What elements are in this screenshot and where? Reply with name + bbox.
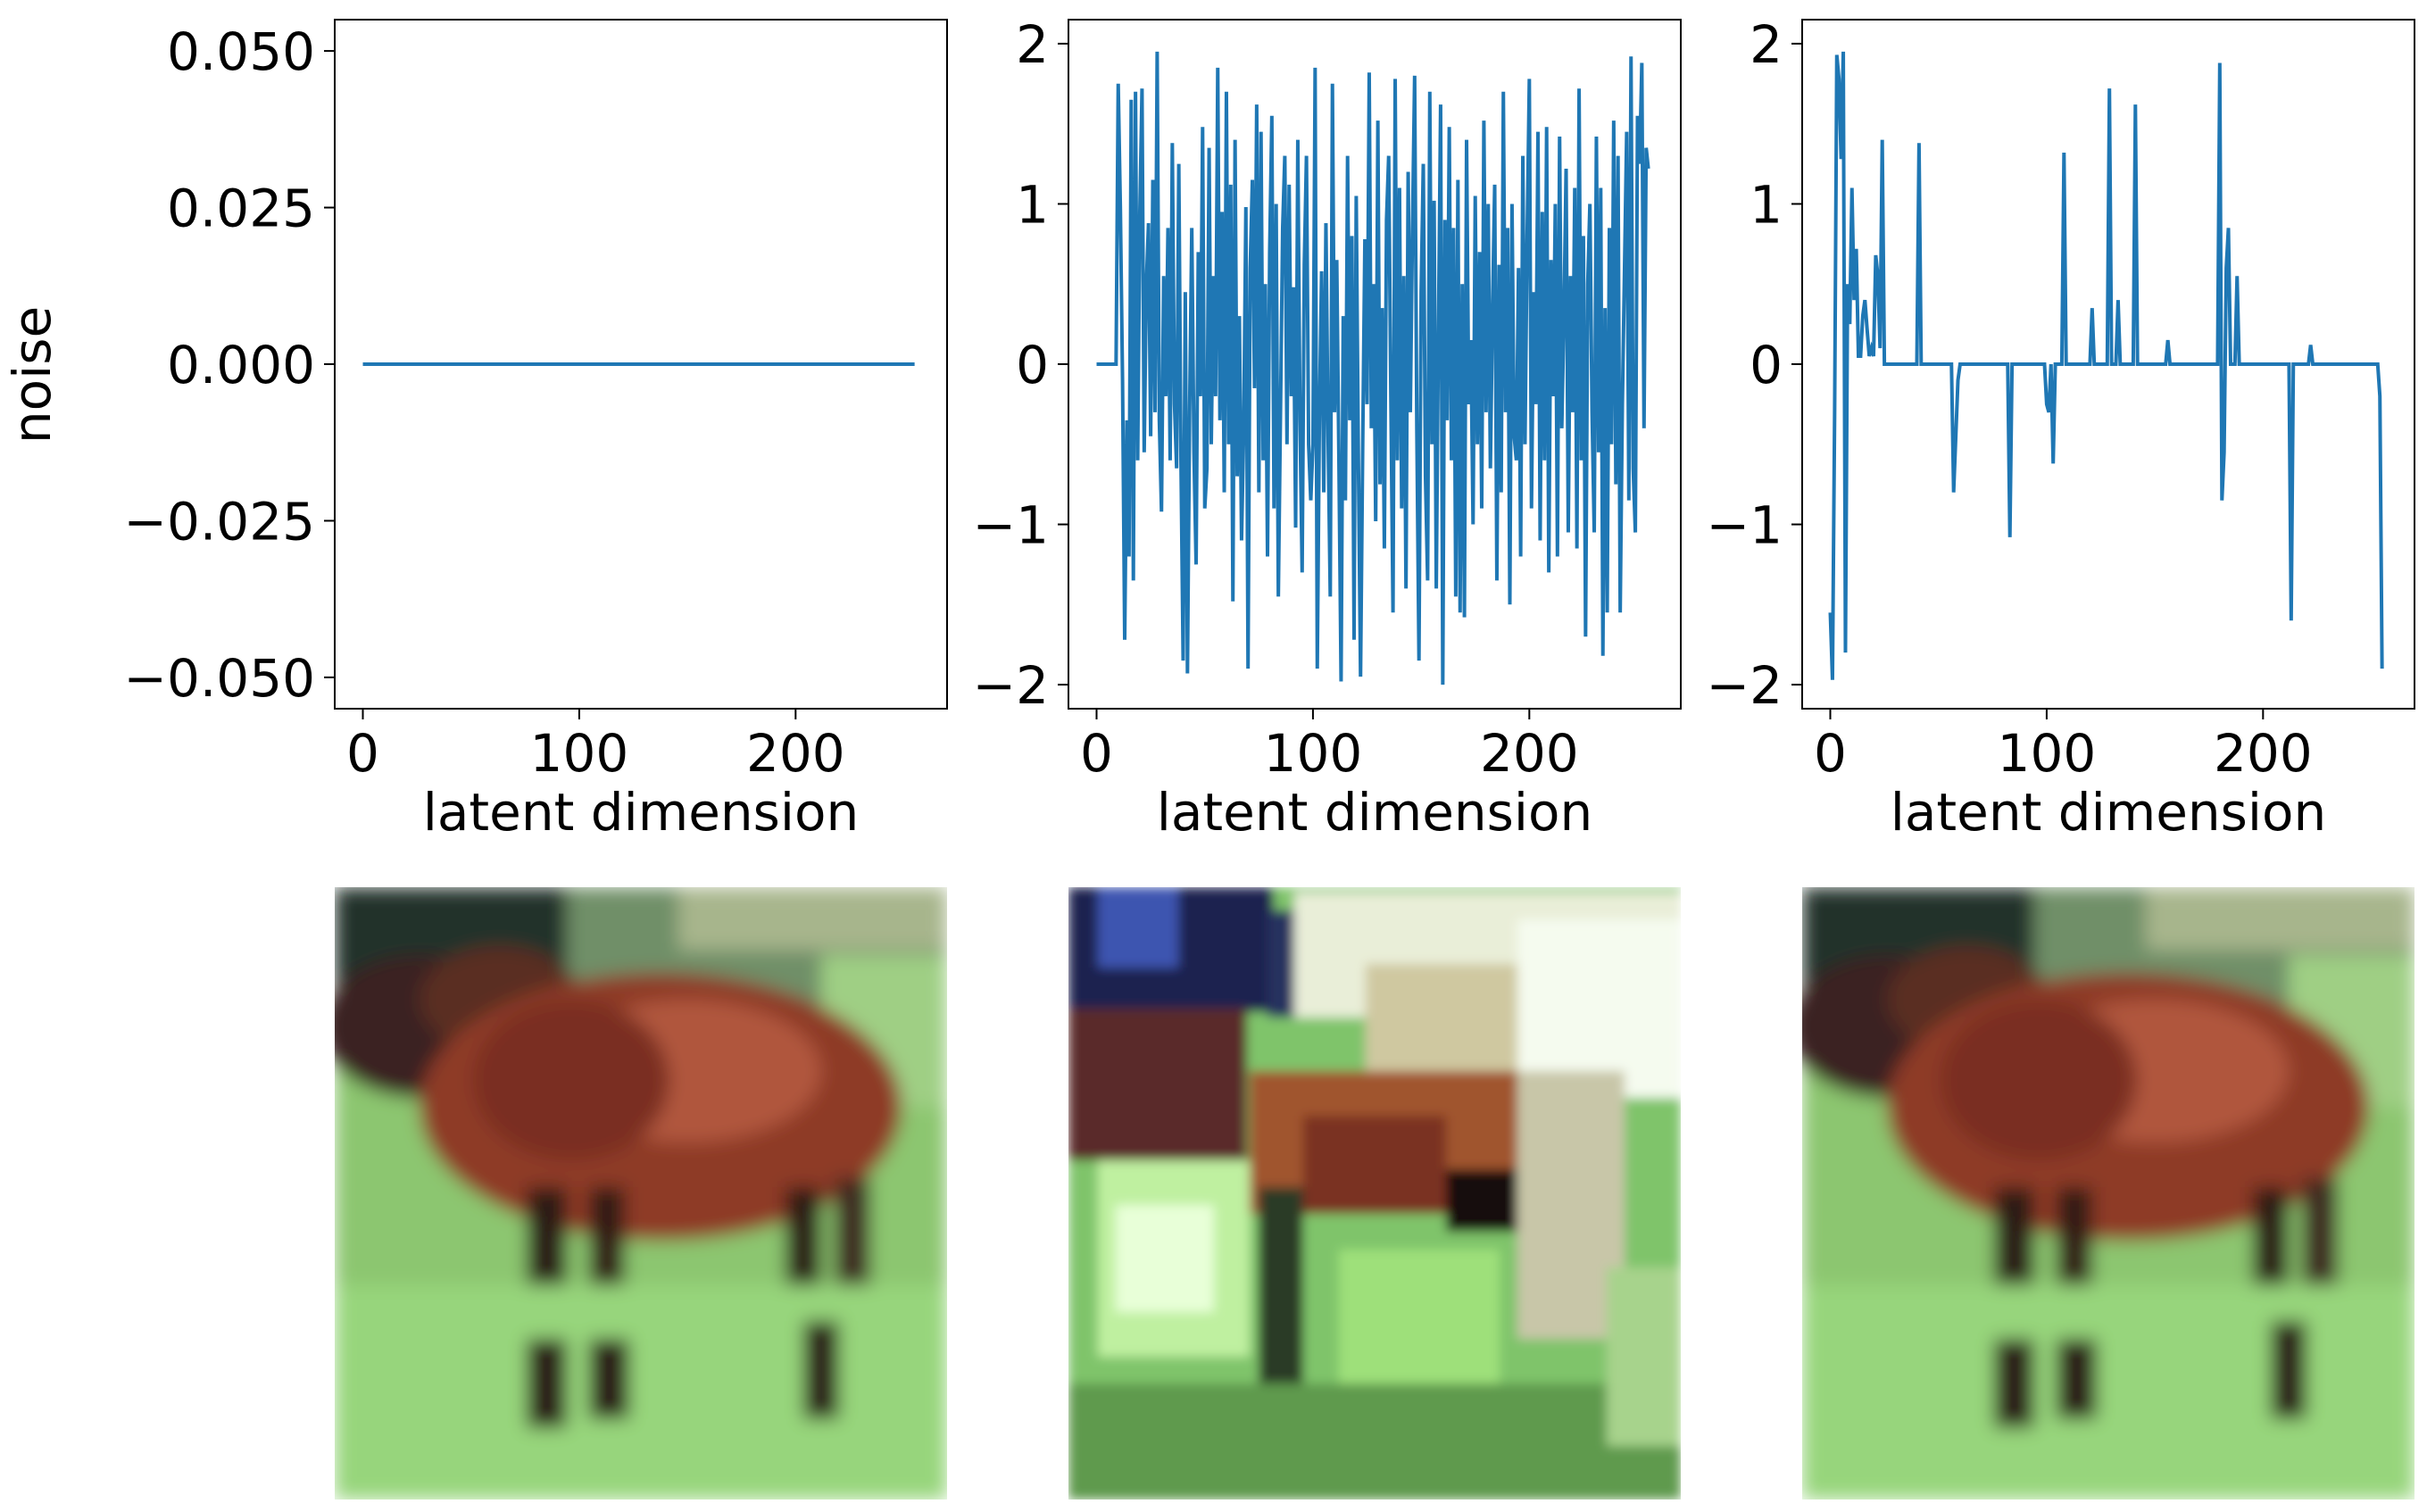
- x-axis-label: latent dimension: [1157, 782, 1592, 843]
- x-tick-label: 0: [1814, 723, 1847, 784]
- x-axis-label: latent dimension: [423, 782, 859, 843]
- series-line: [1096, 51, 1650, 685]
- y-axis-label: noise: [2, 306, 62, 444]
- y-tick-label: 2: [1016, 14, 1049, 75]
- y-tick-label: 2: [1750, 14, 1783, 75]
- x-tick-label: 0: [346, 723, 379, 784]
- y-tick-label: −2: [1707, 655, 1783, 716]
- y-tick-label: −2: [973, 655, 1050, 716]
- y-tick-label: −1: [1707, 495, 1783, 556]
- y-tick-label: 1: [1750, 174, 1783, 235]
- y-tick-label: 0: [1750, 335, 1783, 395]
- y-tick-label: −0.025: [123, 491, 315, 552]
- horse-image-original: [335, 887, 947, 1500]
- y-tick-label: 1: [1016, 174, 1049, 235]
- x-tick-label: 100: [530, 723, 629, 784]
- x-tick-label: 200: [746, 723, 845, 784]
- x-tick-label: 100: [1264, 723, 1363, 784]
- x-axis-label: latent dimension: [1891, 782, 2326, 843]
- x-tick-label: 100: [1998, 723, 2097, 784]
- horse-image-dense-noise: [1068, 887, 1681, 1500]
- panel-noise-sparse: 0 100 200 2 1 0 −1 −2 latent dimension: [1707, 14, 2415, 843]
- x-tick-label: 200: [2214, 723, 2313, 784]
- panel-noise-zero: 0 100 200 0.050 0.025 0.000 −0.025 −0.050 latent…: [123, 19, 948, 843]
- horse-image-sparse-noise: [1802, 887, 2415, 1500]
- y-tick-label: 0.000: [167, 335, 315, 395]
- series-line: [1828, 51, 2384, 680]
- y-tick-label: −0.050: [123, 648, 315, 709]
- x-tick-label: 200: [1480, 723, 1579, 784]
- y-tick-label: 0.050: [167, 21, 315, 82]
- panel-noise-dense: 0 100 200 2 1 0 −1 −2 latent dimension: [973, 14, 1682, 843]
- y-tick-label: −1: [973, 495, 1050, 556]
- y-tick-label: 0: [1016, 335, 1049, 395]
- y-tick-label: 0.025: [167, 179, 315, 239]
- x-tick-label: 0: [1080, 723, 1113, 784]
